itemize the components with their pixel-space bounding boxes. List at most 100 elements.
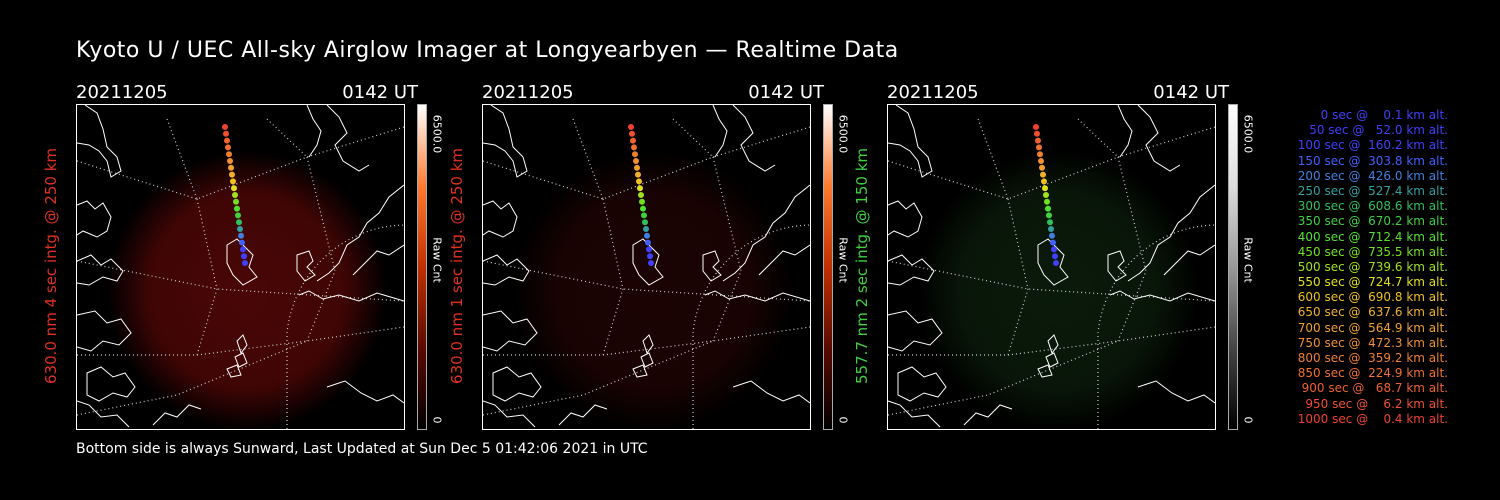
coastline bbox=[77, 254, 124, 286]
coastline bbox=[963, 404, 1013, 426]
trajectory-point bbox=[1046, 212, 1052, 219]
coastline bbox=[492, 366, 542, 402]
legend-row: 600 sec @ 690.8 km alt. bbox=[1297, 290, 1448, 305]
coastline bbox=[298, 290, 404, 302]
coastline bbox=[558, 404, 608, 426]
coastline bbox=[306, 105, 322, 158]
trajectory-point bbox=[1039, 164, 1045, 171]
trajectory-point bbox=[1041, 178, 1047, 185]
allsky-map bbox=[77, 105, 404, 429]
coastline bbox=[352, 244, 404, 276]
coastline bbox=[483, 254, 530, 286]
trajectory-point bbox=[1050, 239, 1056, 246]
legend-row: 700 sec @ 564.9 km alt. bbox=[1297, 320, 1448, 335]
trajectory-point bbox=[637, 185, 643, 192]
trajectory-legend: 0 sec @ 0.1 km alt. 50 sec @ 52.0 km alt… bbox=[1262, 108, 1448, 427]
coastline bbox=[732, 105, 776, 172]
trajectory-point bbox=[223, 130, 229, 137]
panel-time: 0142 UT bbox=[342, 82, 418, 103]
trajectory-point bbox=[629, 130, 635, 137]
colorbar-unit-label: Raw Cnt bbox=[1241, 237, 1255, 283]
trajectory-point bbox=[1048, 226, 1054, 232]
lat-lon-grid-line bbox=[483, 340, 714, 356]
lat-lon-grid-line bbox=[888, 126, 1215, 200]
allsky-map bbox=[888, 105, 1215, 429]
lat-lon-grid-line bbox=[602, 198, 624, 356]
trajectory-point bbox=[236, 219, 242, 226]
legend-row: 750 sec @ 472.3 km alt. bbox=[1297, 335, 1448, 350]
legend-row: 200 sec @ 426.0 km alt. bbox=[1297, 168, 1448, 183]
trajectory-point bbox=[1049, 232, 1055, 239]
lat-lon-grid-line bbox=[77, 126, 404, 200]
lat-lon-grid-line bbox=[1077, 118, 1119, 158]
trajectory-point bbox=[237, 226, 243, 232]
coastline bbox=[483, 200, 518, 238]
trajectory-point bbox=[226, 151, 232, 158]
coastline bbox=[152, 404, 202, 426]
trajectory-point bbox=[646, 246, 652, 253]
trajectory-point bbox=[1036, 144, 1042, 151]
allsky-image bbox=[887, 104, 1216, 430]
trajectory-point bbox=[1040, 171, 1046, 178]
coastline bbox=[236, 334, 248, 355]
airglow-region bbox=[513, 151, 793, 429]
trajectory-point bbox=[1034, 130, 1040, 137]
trajectory-point bbox=[643, 226, 649, 232]
trajectory-point bbox=[631, 144, 637, 151]
legend-row: 450 sec @ 735.5 km alt. bbox=[1297, 244, 1448, 259]
legend-row: 250 sec @ 527.4 km alt. bbox=[1297, 183, 1448, 198]
trajectory-point bbox=[239, 239, 245, 246]
trajectory-point bbox=[1052, 253, 1058, 260]
legend-row: 550 sec @ 724.7 km alt. bbox=[1297, 275, 1448, 290]
legend-row: 800 sec @ 359.2 km alt. bbox=[1297, 351, 1448, 365]
colorbar bbox=[823, 104, 833, 430]
lat-lon-grid-line bbox=[888, 340, 1119, 356]
trajectory-point bbox=[1037, 151, 1043, 158]
trajectory-point bbox=[647, 253, 653, 260]
trajectory-point bbox=[635, 171, 641, 178]
legend-row: 300 sec @ 608.6 km alt. bbox=[1297, 199, 1448, 214]
trajectory-point bbox=[636, 178, 642, 185]
coastline bbox=[1163, 244, 1215, 276]
lat-lon-grid-line bbox=[483, 326, 810, 416]
coastline bbox=[758, 244, 810, 276]
allsky-image bbox=[76, 104, 405, 430]
panel-date: 20211205 bbox=[482, 82, 574, 103]
panel-wavelength-label: 630.0 nm 1 sec intg. @ 250 km bbox=[448, 147, 466, 385]
coastline bbox=[712, 105, 728, 158]
trajectory-point bbox=[1042, 185, 1048, 192]
trajectory-point bbox=[222, 124, 228, 130]
legend-row: 50 sec @ 52.0 km alt. bbox=[1305, 123, 1448, 138]
trajectory-point bbox=[242, 260, 248, 266]
colorbar-min-label: 0 bbox=[1241, 416, 1255, 424]
trajectory-point bbox=[233, 198, 239, 205]
trajectory-point bbox=[1035, 137, 1041, 144]
lat-lon-grid-line bbox=[692, 224, 810, 429]
coastline bbox=[702, 250, 722, 282]
trajectory-point bbox=[1033, 124, 1039, 130]
legend-row: 100 sec @ 160.2 km alt. bbox=[1297, 138, 1448, 153]
lat-lon-grid-line bbox=[286, 224, 404, 429]
coastline bbox=[226, 364, 242, 378]
imager-panel-3: 20211205 0142 UT 557.7 nm 2 sec intg. @ … bbox=[853, 80, 1307, 430]
trajectory-point bbox=[232, 192, 238, 198]
coastline bbox=[326, 105, 370, 172]
trajectory-point bbox=[628, 124, 634, 130]
coastline bbox=[704, 290, 810, 302]
coastline bbox=[1045, 352, 1059, 368]
trajectory-point bbox=[633, 158, 639, 164]
trajectory-point bbox=[235, 212, 241, 219]
lat-lon-grid-line bbox=[1007, 198, 1029, 356]
coastline bbox=[326, 380, 404, 404]
coastline bbox=[1137, 380, 1215, 404]
lat-lon-grid-line bbox=[672, 118, 714, 158]
trajectory-point bbox=[644, 232, 650, 239]
coastline bbox=[77, 310, 132, 352]
coastline bbox=[234, 352, 248, 368]
trajectory-point bbox=[630, 137, 636, 144]
imager-panel-1: 20211205 0142 UT 630.0 nm 4 sec intg. @ … bbox=[42, 80, 496, 430]
trajectory-point bbox=[640, 205, 646, 212]
coastline bbox=[1047, 334, 1059, 355]
panel-date: 20211205 bbox=[76, 82, 168, 103]
trajectory-point bbox=[240, 246, 246, 253]
